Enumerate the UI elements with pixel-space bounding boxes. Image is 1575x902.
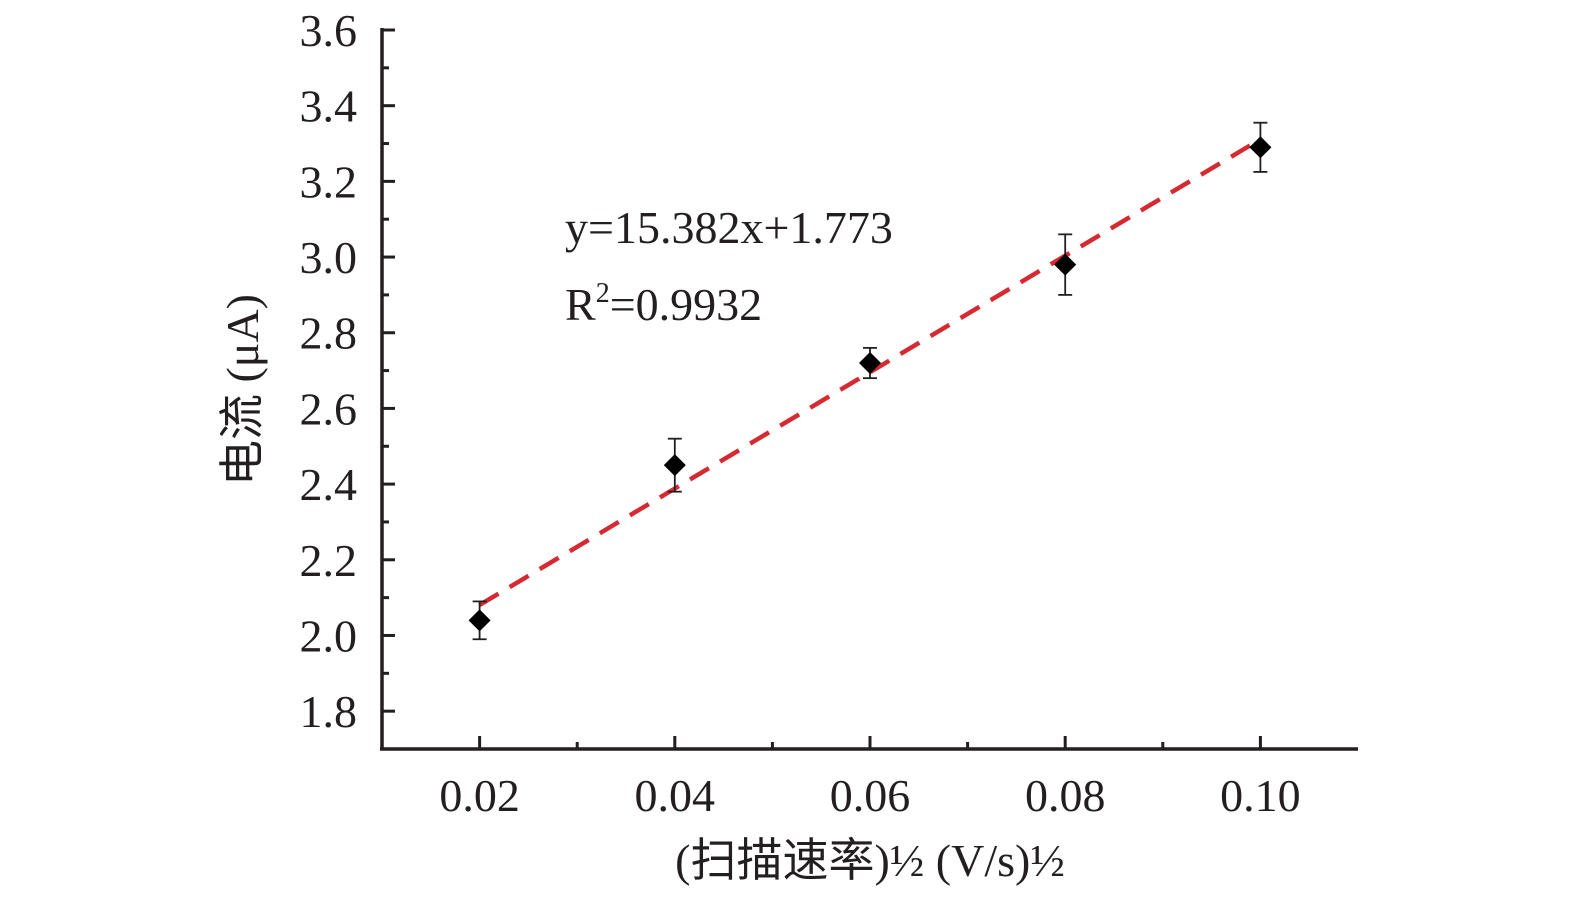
x-axis-ticks: 0.02 0.04 0.06 0.08 0.10 xyxy=(439,736,1301,821)
r-squared-superscript: 2 xyxy=(596,278,610,309)
x-tick-label: 0.04 xyxy=(635,770,716,821)
x-axis-title: (扫描速率)½ (V/s)½ xyxy=(675,835,1065,886)
fit-equation: y=15.382x+1.773 xyxy=(565,202,893,253)
data-points xyxy=(468,121,1272,641)
y-tick-label: 3.6 xyxy=(300,5,358,56)
x-tick-label: 0.10 xyxy=(1220,770,1301,821)
x-tick-label: 0.06 xyxy=(830,770,911,821)
data-point xyxy=(859,352,881,375)
data-point xyxy=(468,609,491,632)
y-axis-ticks: 1.8 2.0 2.2 2.4 2.6 2.8 3.0 3.2 3.4 3.6 xyxy=(300,5,395,737)
y-tick-label: 2.2 xyxy=(300,535,358,586)
fit-line xyxy=(478,137,1262,607)
y-tick-label: 2.0 xyxy=(300,610,358,661)
x-tick-label: 0.02 xyxy=(439,770,520,821)
y-tick-label: 3.4 xyxy=(300,81,358,132)
data-point xyxy=(663,454,686,477)
y-axis-title: 电流 (μA) xyxy=(217,294,268,486)
y-tick-label: 3.0 xyxy=(300,232,358,283)
y-tick-label: 3.2 xyxy=(300,156,358,207)
y-tick-label: 2.6 xyxy=(300,383,358,434)
y-tick-label: 2.4 xyxy=(300,459,358,510)
r-squared: R2=0.9932 xyxy=(565,278,762,330)
x-tick-label: 0.08 xyxy=(1025,770,1106,821)
data-point xyxy=(1249,136,1272,159)
y-tick-label: 1.8 xyxy=(300,686,358,737)
axes xyxy=(380,28,1358,751)
fit-line-group xyxy=(478,137,1262,607)
r-squared-value: =0.9932 xyxy=(610,279,762,330)
y-tick-label: 2.8 xyxy=(300,308,358,359)
r-squared-prefix: R xyxy=(565,279,596,330)
data-point xyxy=(1054,253,1077,276)
